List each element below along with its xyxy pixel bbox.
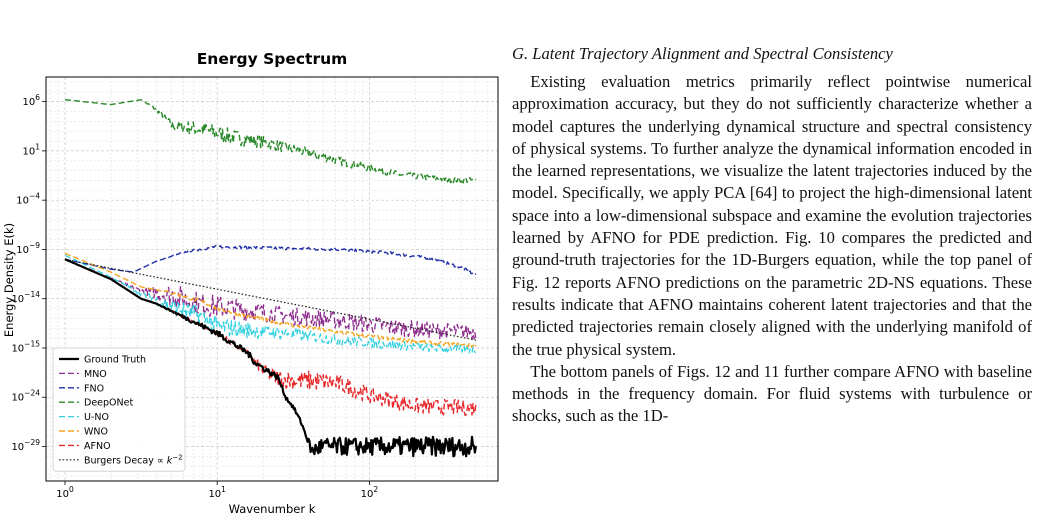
y-tick-label: 10−4 — [16, 192, 40, 207]
chart-series-layer — [64, 99, 477, 458]
x-axis-label: Wavenumber k — [229, 502, 316, 516]
legend-label: MNO — [84, 369, 107, 380]
legend-label: Ground Truth — [84, 355, 146, 366]
legend-label: AFNO — [84, 441, 111, 452]
legend-label: U-NO — [84, 412, 109, 423]
plot-frame — [45, 76, 499, 482]
legend-label: WNO — [84, 427, 108, 438]
paper-text-column: G. Latent Trajectory Alignment and Spect… — [512, 43, 1032, 428]
series-line-fno — [64, 244, 477, 276]
y-tick-label: 106 — [22, 93, 40, 108]
section-heading: G. Latent Trajectory Alignment and Spect… — [512, 44, 893, 63]
legend-label: FNO — [84, 383, 104, 394]
chart-ticks: 100 101 10210610110−410−910−1410−1510−2410… — [11, 93, 378, 500]
paragraph-1: Existing evaluation metrics primarily re… — [512, 72, 1032, 359]
series-line-burgers-decay-k-2 — [64, 258, 477, 341]
series-line-ground-truth — [64, 258, 477, 458]
series-line-mno — [64, 258, 477, 341]
y-tick-label: 101 — [22, 142, 40, 157]
series-line-wno — [64, 252, 477, 349]
x-tick-label: 101 — [208, 485, 226, 500]
chart-title: Energy Spectrum — [197, 50, 348, 68]
y-tick-label: 10−9 — [16, 241, 40, 256]
y-tick-label: 10−29 — [11, 438, 40, 453]
series-line-u-no — [64, 254, 477, 354]
y-tick-label: 10−15 — [11, 339, 40, 354]
series-line-deeponet — [64, 99, 477, 184]
paragraph-2: The bottom panels of Figs. 12 and 11 fur… — [512, 361, 1032, 426]
legend-label: DeepONet — [84, 398, 133, 409]
x-axis-label-text: Wavenumber k — [229, 502, 316, 516]
x-tick-label: 100 — [56, 485, 74, 500]
legend-box — [52, 347, 186, 472]
x-tick-label: 102 — [361, 485, 379, 500]
y-axis-label: Energy Density E(k) — [2, 223, 16, 337]
chart-legend: Ground Truth MNO FNO DeepONet U-NO WNO AFNOBur… — [52, 347, 186, 472]
y-axis-label-text: Energy Density E(k) — [2, 223, 16, 337]
energy-spectrum-figure: Energy Spectrum 100 101 102 106 101 10−4 10−9 1… — [2, 50, 499, 516]
legend-label: Burgers Decay ∝ k−2 — [84, 453, 183, 466]
y-tick-label: 10−24 — [11, 389, 40, 404]
